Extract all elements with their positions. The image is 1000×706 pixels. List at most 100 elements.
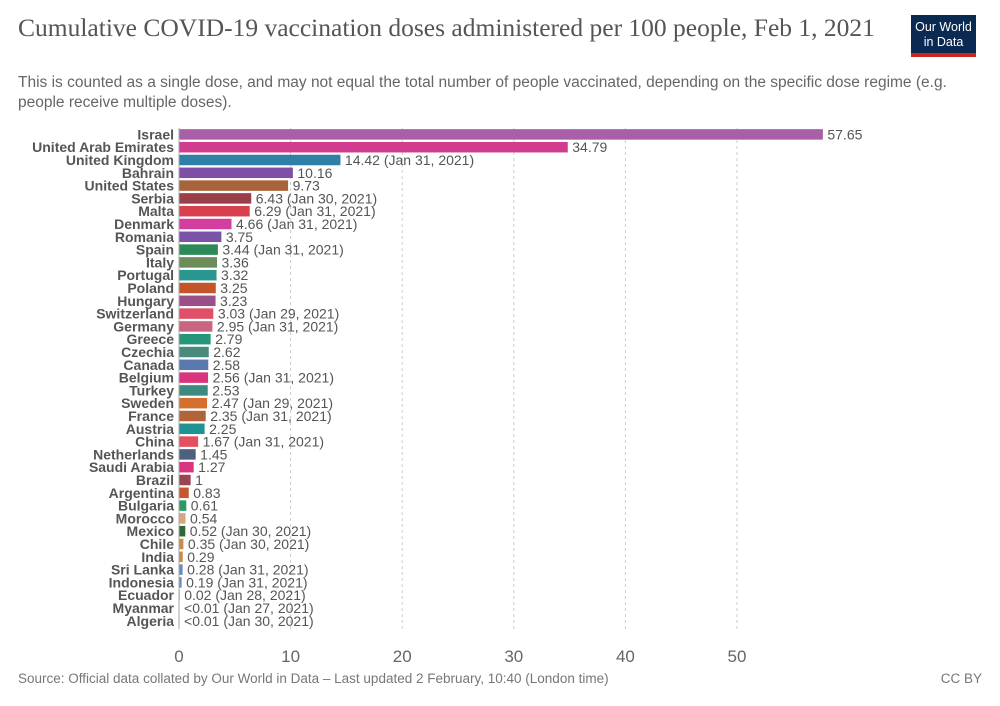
bar[interactable] (179, 385, 208, 396)
bar[interactable] (179, 154, 341, 166)
value-label: 9.73 (293, 178, 320, 194)
bar[interactable] (179, 372, 209, 383)
bar[interactable] (179, 436, 199, 447)
country-label: Austria (126, 421, 174, 437)
bar-row[interactable]: Austria 2.25 (126, 421, 237, 437)
bar-row[interactable]: Serbia 6.43 (Jan 30, 2021) (131, 190, 377, 206)
bar-row[interactable]: Brazil 1 (136, 472, 203, 488)
bar-row[interactable]: Switzerland 3.03 (Jan 29, 2021) (96, 306, 339, 322)
bar[interactable] (179, 346, 209, 358)
bar-row[interactable]: Turkey 2.53 (129, 382, 240, 398)
country-label: United States (85, 178, 175, 194)
x-axis-ticks: 0 10 20 30 40 50 (174, 647, 746, 665)
bar[interactable] (179, 141, 568, 153)
value-label: 4.66 (Jan 31, 2021) (236, 216, 357, 232)
value-label: 2.47 (Jan 29, 2021) (212, 395, 333, 411)
x-tick-label: 0 (174, 647, 183, 665)
source-note: Source: Official data collated by Our Wo… (18, 671, 609, 686)
bar-row[interactable]: Algeria <0.01 (Jan 30, 2021) (127, 613, 314, 629)
bar[interactable] (179, 295, 216, 307)
bar[interactable] (179, 423, 205, 435)
bar-row[interactable]: Portugal 3.32 (117, 267, 248, 283)
country-label: Bulgaria (118, 498, 174, 514)
bar[interactable] (179, 333, 211, 345)
bar-row[interactable]: United Kingdom 14.42 (Jan 31, 2021) (66, 152, 474, 168)
bar-row[interactable]: Germany 2.95 (Jan 31, 2021) (113, 318, 338, 334)
bar-row[interactable]: Sri Lanka 0.28 (Jan 31, 2021) (111, 562, 309, 578)
value-label: 3.03 (Jan 29, 2021) (218, 306, 339, 322)
bar-row[interactable]: France 2.35 (Jan 31, 2021) (128, 408, 332, 424)
bar[interactable] (179, 308, 214, 319)
bar[interactable] (179, 474, 191, 486)
bar[interactable] (179, 359, 209, 371)
bar[interactable] (179, 513, 186, 524)
bar[interactable] (179, 321, 213, 332)
bar-row[interactable]: United Arab Emirates 34.79 (32, 139, 607, 155)
bar[interactable] (179, 257, 217, 268)
owid-logo[interactable]: Our World in Data (911, 15, 976, 57)
bar-row[interactable]: Bahrain 10.16 (122, 165, 333, 181)
bar[interactable] (179, 231, 222, 243)
bar-row[interactable]: Hungary 3.23 (117, 293, 247, 309)
country-label: Switzerland (96, 306, 174, 322)
bar-row[interactable]: Myanmar <0.01 (Jan 27, 2021) (113, 600, 314, 616)
bar[interactable] (179, 129, 823, 140)
bar[interactable] (179, 538, 184, 550)
bar-row[interactable]: Canada 2.58 (123, 357, 240, 373)
bar-row[interactable]: Chile 0.35 (Jan 30, 2021) (140, 536, 310, 552)
bar-row[interactable]: Bulgaria 0.61 (118, 498, 218, 514)
bar[interactable] (179, 410, 206, 422)
bar-row[interactable]: Argentina 0.83 (109, 485, 221, 501)
bar[interactable] (179, 449, 196, 460)
bar-row[interactable]: India 0.29 (141, 549, 214, 565)
bar[interactable] (179, 167, 293, 179)
bar-row[interactable]: Mexico 0.52 (Jan 30, 2021) (127, 523, 312, 539)
bar-row[interactable]: Romania 3.75 (115, 229, 253, 245)
bar[interactable] (179, 282, 216, 294)
bar-row[interactable]: Poland 3.25 (127, 280, 247, 296)
bar[interactable] (179, 564, 183, 575)
bar-row[interactable]: Morocco 0.54 (116, 510, 218, 526)
bar[interactable] (179, 500, 187, 511)
bar-row[interactable]: Belgium 2.56 (Jan 31, 2021) (119, 370, 334, 386)
bar[interactable] (179, 193, 252, 204)
bar-row[interactable]: China 1.67 (Jan 31, 2021) (135, 434, 324, 450)
bar-row[interactable]: Sweden 2.47 (Jan 29, 2021) (121, 395, 333, 411)
bar[interactable] (179, 525, 186, 537)
bar-row[interactable]: Malta 6.29 (Jan 31, 2021) (138, 203, 375, 219)
country-label: Hungary (117, 293, 174, 309)
bar-row[interactable]: United States 9.73 (85, 178, 321, 194)
bar[interactable] (179, 218, 232, 230)
bar-row[interactable]: Indonesia 0.19 (Jan 31, 2021) (109, 574, 308, 590)
bar-row[interactable]: Czechia 2.62 (121, 344, 241, 360)
chart-title: Cumulative COVID-19 vaccination doses ad… (18, 13, 875, 42)
bar[interactable] (179, 205, 250, 217)
bar[interactable] (179, 244, 218, 255)
bar[interactable] (179, 269, 217, 281)
country-label: Greece (127, 331, 175, 347)
logo-line-2: in Data (923, 35, 964, 49)
bar-row[interactable]: Greece 2.79 (127, 331, 243, 347)
bar[interactable] (179, 577, 182, 588)
country-label: Romania (115, 229, 174, 245)
bar-row[interactable]: Netherlands 1.45 (93, 446, 228, 462)
bar[interactable] (179, 487, 189, 499)
grid-lines (178, 128, 738, 630)
bar-row[interactable]: Israel 57.65 (137, 126, 862, 142)
value-label: 3.36 (221, 254, 248, 270)
bar[interactable] (179, 397, 208, 409)
country-label: United Arab Emirates (32, 139, 174, 155)
bar-row[interactable]: Saudi Arabia 1.27 (89, 459, 226, 475)
country-label: United Kingdom (66, 152, 174, 168)
bar-row[interactable]: Italy 3.36 (146, 254, 249, 270)
value-label: 0.28 (Jan 31, 2021) (187, 562, 308, 578)
license-link[interactable]: CC BY (940, 671, 982, 686)
bar-row[interactable]: Denmark 4.66 (Jan 31, 2021) (114, 216, 357, 232)
bar-row[interactable]: Spain 3.44 (Jan 31, 2021) (136, 242, 344, 258)
bar[interactable] (179, 180, 289, 191)
value-label: 0.52 (Jan 30, 2021) (190, 523, 311, 539)
country-label: Israel (137, 126, 174, 142)
bar-row[interactable]: Ecuador 0.02 (Jan 28, 2021) (118, 587, 306, 603)
bar[interactable] (179, 551, 183, 563)
bar[interactable] (179, 461, 194, 473)
